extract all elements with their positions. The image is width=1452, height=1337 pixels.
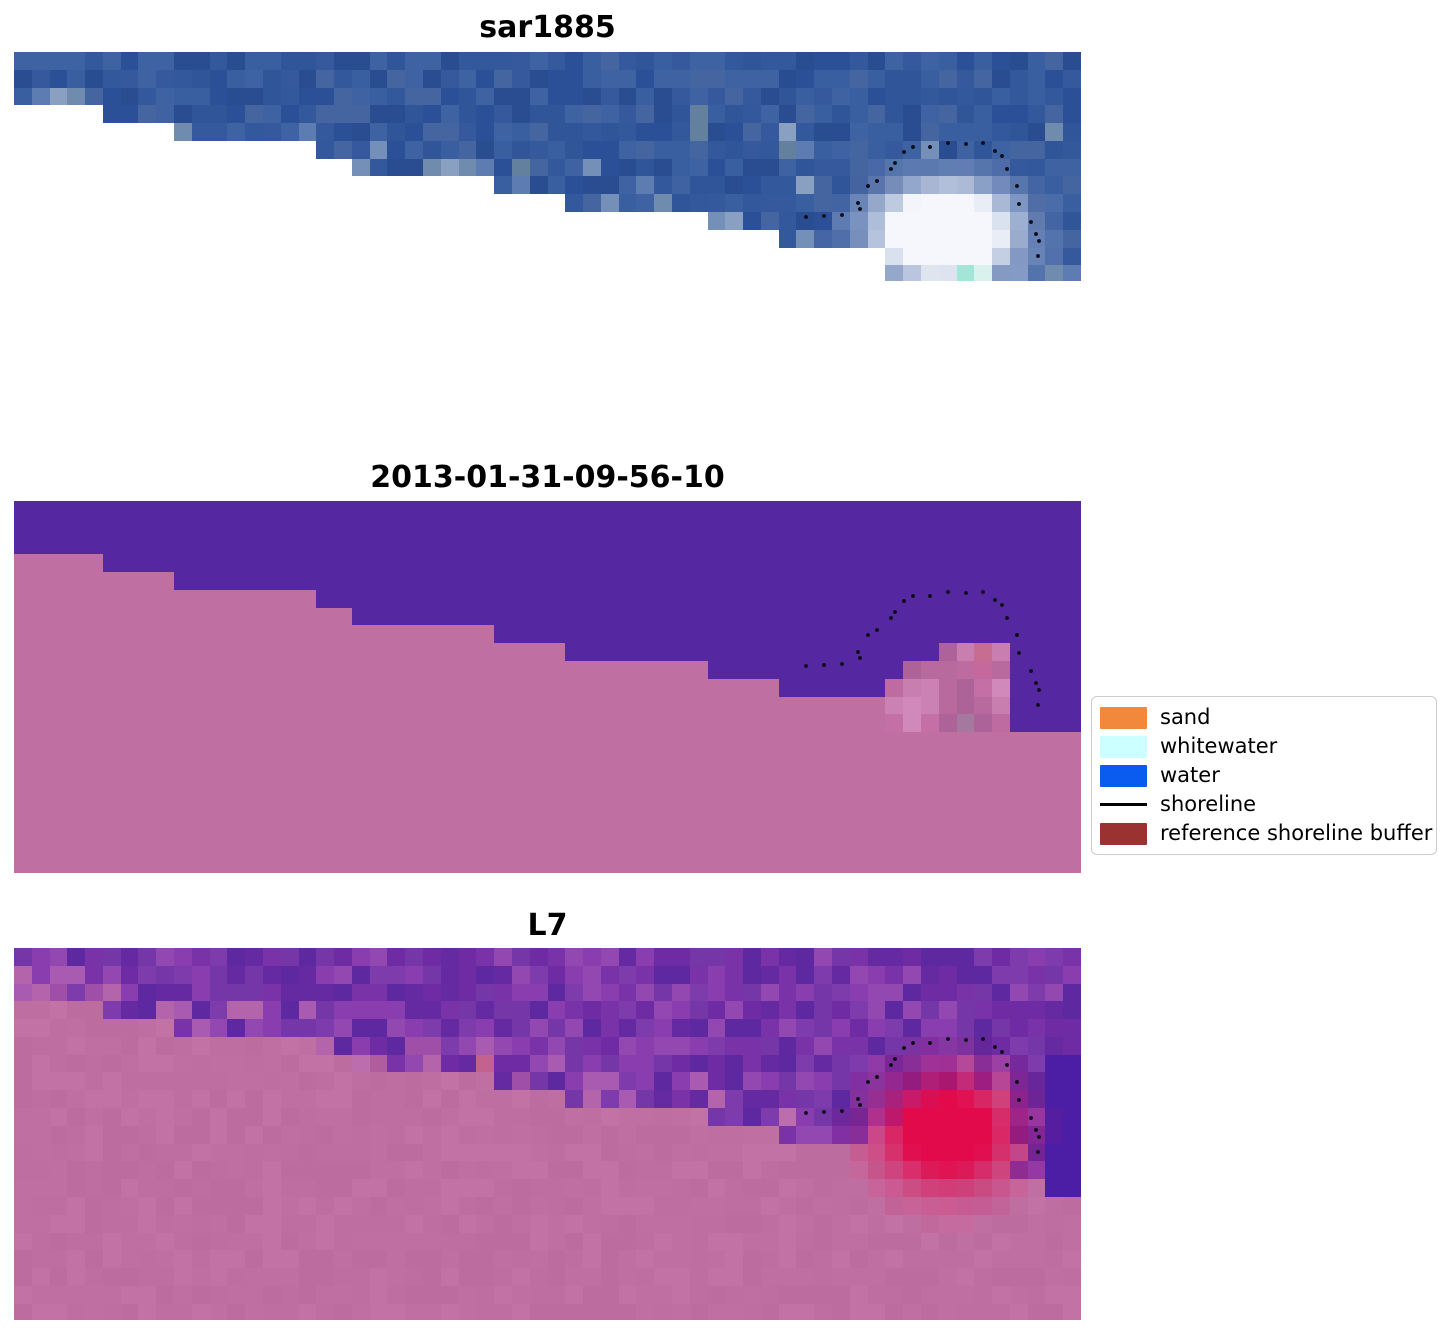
legend-label: whitewater [1160, 734, 1278, 758]
panel-image-classified [14, 501, 1081, 873]
legend-line-swatch-shoreline [1100, 803, 1147, 806]
legend-item-reference-shoreline-buffer: reference shoreline buffer [1100, 819, 1432, 848]
panel-image-sar1885 [14, 52, 1081, 281]
legend-label: sand [1160, 705, 1211, 729]
legend-color-swatch-water [1100, 764, 1147, 787]
legend-label: shoreline [1160, 792, 1257, 816]
legend-label: reference shoreline buffer [1160, 821, 1433, 845]
legend-item-sand: sand [1100, 703, 1428, 732]
panel-image-l7 [14, 948, 1081, 1320]
legend-item-water: water [1100, 761, 1428, 790]
panel-title-classified-date: 2013-01-31-09-56-10 [370, 460, 725, 495]
legend: sand whitewater water shoreline reference sh… [1091, 696, 1437, 855]
legend-color-swatch-sand [1100, 706, 1147, 729]
legend-color-swatch-reference-shoreline-buffer [1100, 822, 1147, 845]
panel-title-l7: L7 [527, 908, 568, 943]
legend-label: water [1160, 763, 1220, 787]
panel-title-sar1885: sar1885 [479, 10, 616, 45]
legend-color-swatch-whitewater [1100, 735, 1147, 758]
legend-item-whitewater: whitewater [1100, 732, 1428, 761]
legend-item-shoreline: shoreline [1100, 790, 1428, 819]
